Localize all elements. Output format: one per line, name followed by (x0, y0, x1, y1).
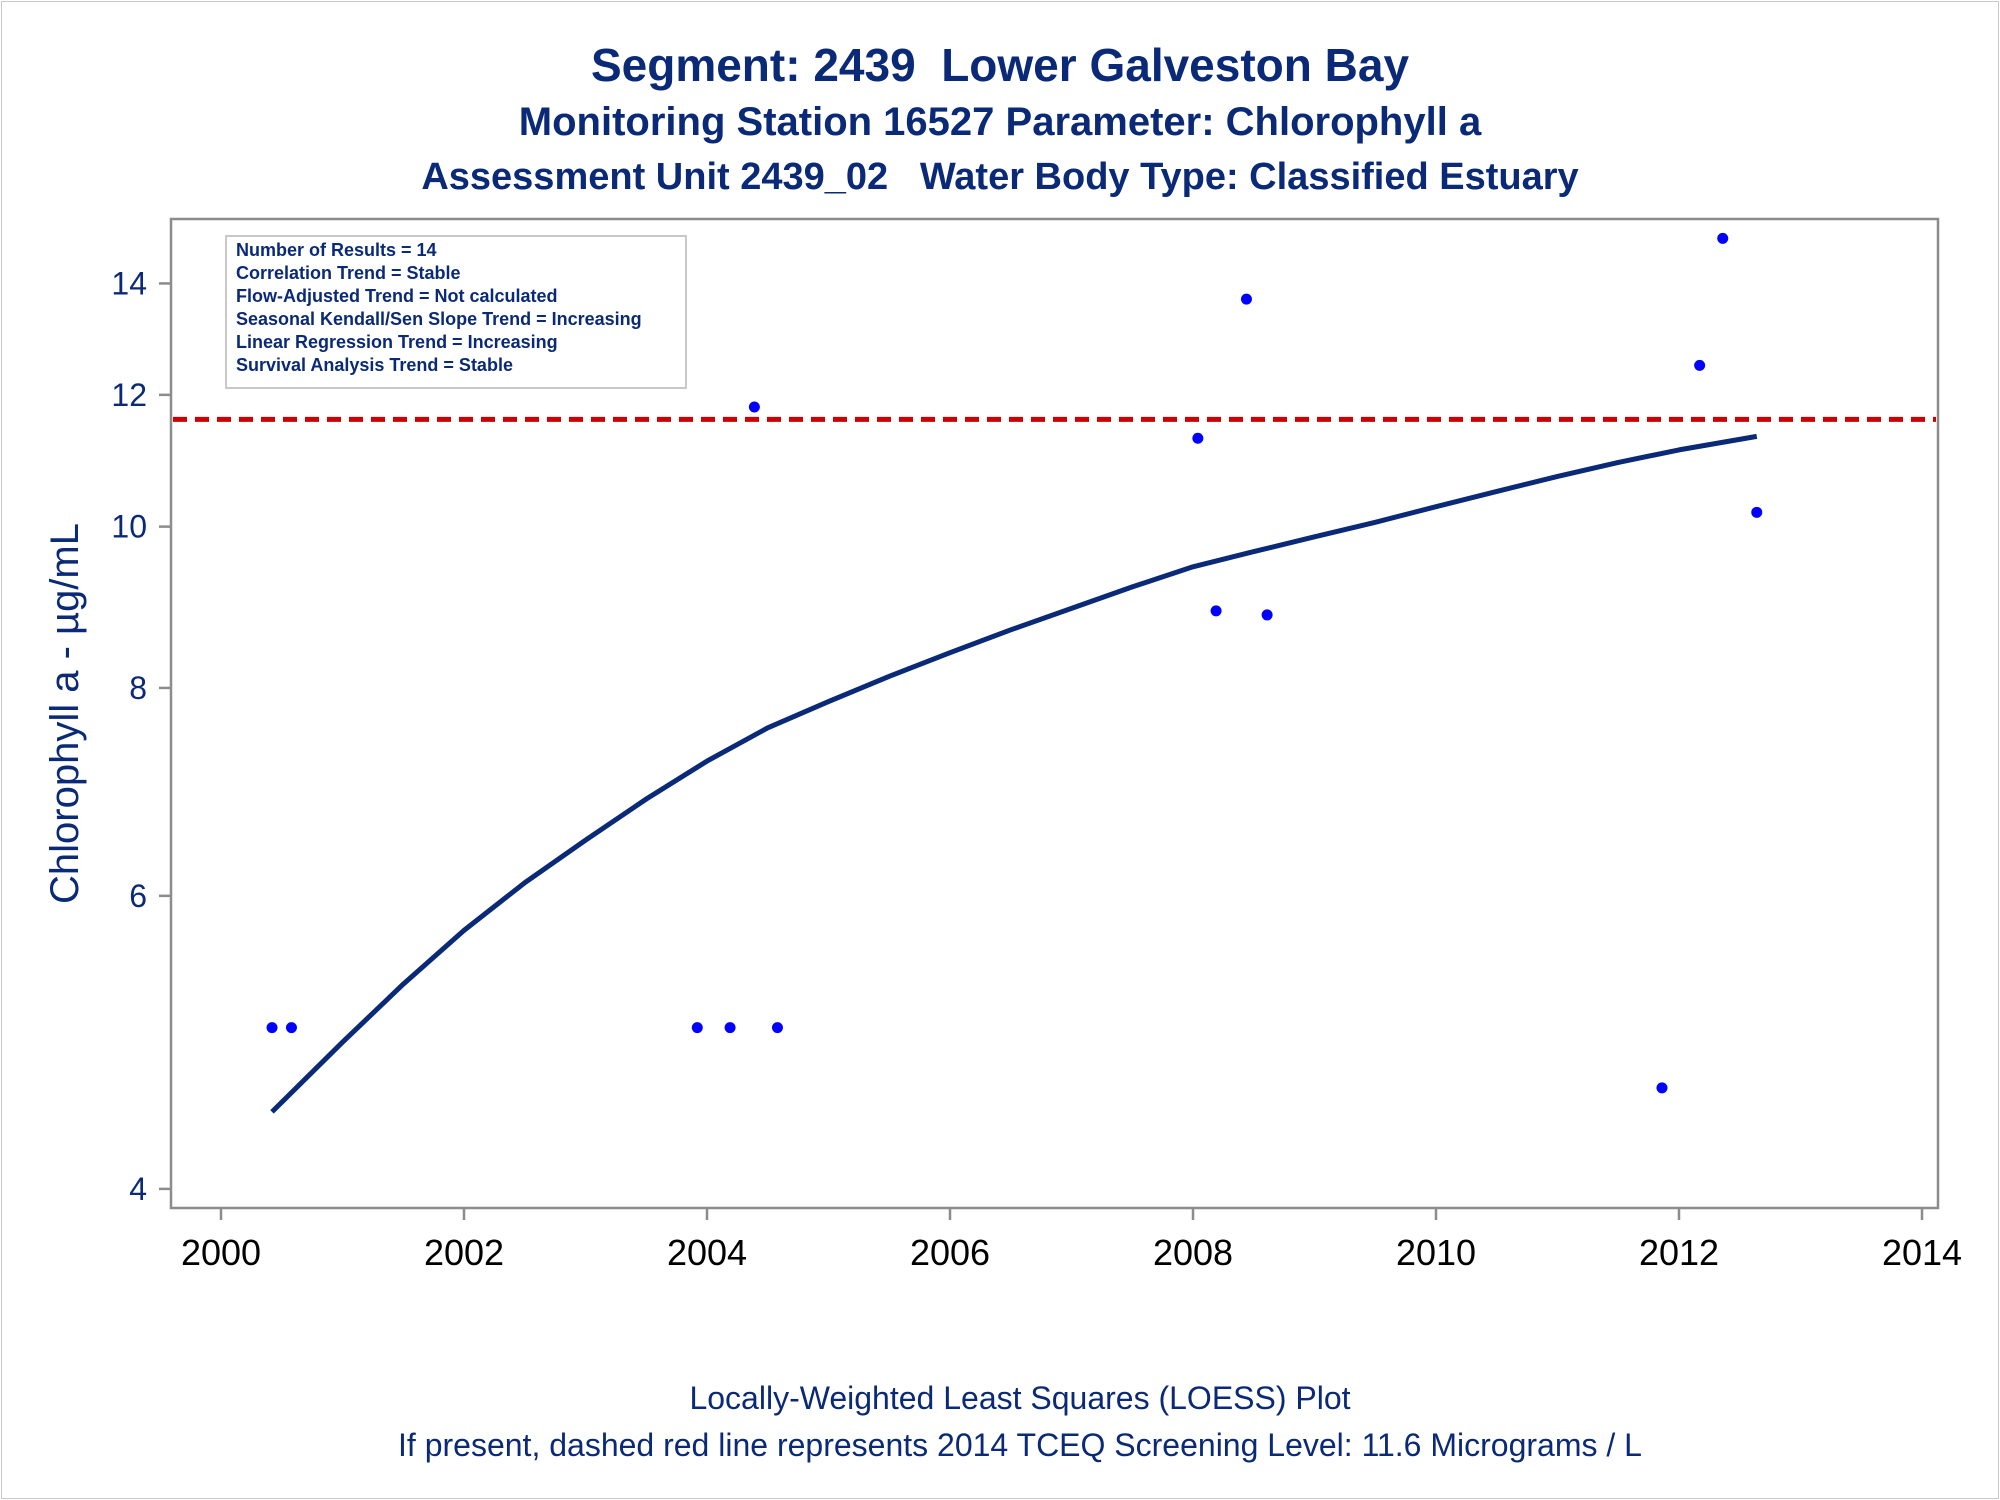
axes-layer: 2000 2002 2004 2006 2008 2010 2012 2014 4 6 8 10 12 1… (43, 265, 1962, 1273)
x-tick-label: 2014 (1882, 1232, 1962, 1273)
x-tick-label: 2004 (667, 1232, 747, 1273)
data-point (1192, 432, 1204, 444)
data-point (266, 1022, 278, 1034)
data-point (1210, 605, 1222, 617)
chart-subtitle-station: Monitoring Station 16527 Parameter: Chlo… (518, 100, 1482, 144)
y-tick-label: 12 (111, 377, 147, 413)
x-tick-label: 2008 (1153, 1232, 1233, 1273)
footnote-screening-level: If present, dashed red line represents 2… (398, 1427, 1642, 1463)
data-point (1694, 359, 1706, 371)
loess-layer (270, 433, 1758, 1114)
data-point (1261, 609, 1273, 621)
data-point (771, 1022, 783, 1034)
plot-frame (169, 217, 1940, 1210)
stats-box-frame (225, 235, 687, 389)
data-point (285, 1022, 297, 1034)
stats-box-line: Linear Regression Trend = Increasing (236, 332, 558, 352)
data-point (1751, 506, 1763, 518)
x-tick-label: 2002 (424, 1232, 504, 1273)
data-point (1717, 232, 1729, 244)
data-point (748, 401, 760, 413)
data-point (1240, 293, 1252, 305)
chart-subtitle-assessment: Assessment Unit 2439_02 Water Body Type:… (421, 156, 1579, 198)
stats-box-line: Flow-Adjusted Trend = Not calculated (236, 286, 558, 306)
x-tick-label: 2012 (1639, 1232, 1719, 1273)
points-layer (266, 232, 1763, 1094)
data-point (724, 1022, 736, 1034)
loess-curve (270, 433, 1758, 1114)
footnote-loess: Locally-Weighted Least Squares (LOESS) P… (689, 1380, 1351, 1416)
y-tick-label: 8 (129, 670, 147, 706)
data-point (691, 1022, 703, 1034)
y-axis-label: Chlorophyll a - µg/mL (43, 523, 87, 904)
stats-box: Number of Results = 14 Correlation Trend … (225, 235, 687, 389)
x-tick-label: 2006 (910, 1232, 990, 1273)
y-tick-label: 14 (111, 265, 147, 301)
data-point (1656, 1082, 1668, 1094)
plot-area (169, 217, 1940, 1210)
y-tick-label: 4 (129, 1171, 147, 1207)
y-tick-label: 6 (129, 878, 147, 914)
chart-title: Segment: 2439 Lower Galveston Bay (590, 39, 1410, 91)
stats-box-line: Seasonal Kendall/Sen Slope Trend = Incre… (236, 309, 642, 329)
stats-box-line: Survival Analysis Trend = Stable (236, 355, 513, 375)
stats-box-line: Correlation Trend = Stable (236, 263, 461, 283)
x-tick-label: 2010 (1396, 1232, 1476, 1273)
stats-box-line: Number of Results = 14 (236, 240, 437, 260)
x-tick-label: 2000 (181, 1232, 261, 1273)
y-tick-label: 10 (111, 509, 147, 545)
